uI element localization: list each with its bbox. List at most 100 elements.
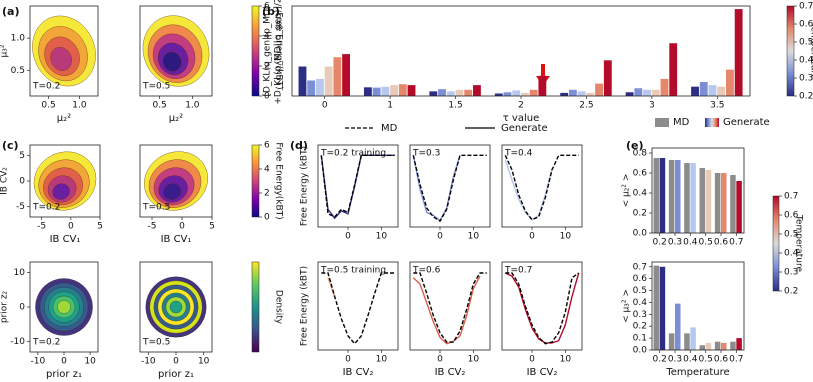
- bar: [699, 82, 708, 96]
- x-tick-label: 0: [61, 357, 67, 367]
- x-tick-label: 0.4: [683, 355, 698, 365]
- energy-contour: [50, 47, 72, 71]
- x-tick-label: 10: [468, 232, 480, 242]
- x-tick-label: 0.2: [653, 238, 667, 248]
- bar: [730, 341, 736, 350]
- bar: [675, 160, 681, 233]
- annotation: T=0.4: [504, 149, 533, 159]
- bar: [407, 85, 416, 96]
- x-tick-label: 0: [345, 355, 351, 365]
- axes-frame: [409, 144, 491, 228]
- axes-frame: [409, 261, 491, 351]
- x-tick-label: 0: [529, 355, 535, 365]
- annotation: T=0.5: [142, 82, 170, 92]
- annotation: T=0.2 training: [320, 149, 386, 159]
- x-tick-label: 0.3: [668, 238, 682, 248]
- bar: [643, 89, 651, 96]
- y-axis-label: μ₃²: [0, 44, 10, 57]
- x-tick-label: 0.7: [729, 238, 743, 248]
- bar: [315, 78, 324, 96]
- energy-contour: [162, 51, 182, 72]
- bar: [398, 84, 407, 96]
- bar: [714, 173, 721, 233]
- y-tick-label: 0.5: [11, 66, 25, 76]
- bar: [721, 342, 727, 350]
- bar: [721, 173, 727, 233]
- legend-label: Generate: [723, 117, 770, 128]
- bar: [734, 9, 743, 97]
- bar: [653, 265, 660, 350]
- x-tick-label: 0.4: [683, 238, 698, 248]
- fe-line: [321, 272, 395, 345]
- bar: [730, 175, 736, 233]
- bar: [586, 92, 595, 96]
- bar: [668, 333, 675, 350]
- y-axis-label: [D_KL(q_gen||p_MD): [263, 5, 273, 96]
- panel-label: (e): [626, 139, 644, 152]
- colorbar-tick-label: 2: [264, 62, 270, 72]
- x-tick-label: 0: [179, 222, 185, 232]
- colorbar: [251, 261, 260, 353]
- y-tick-label: 0.6: [633, 169, 648, 179]
- bar: [372, 87, 381, 96]
- fe-line: [320, 154, 395, 218]
- bar: [675, 303, 681, 350]
- y-tick-label: 0: [19, 177, 25, 187]
- fe-line: [320, 154, 395, 220]
- colorbar-tick-label: 4: [264, 32, 270, 42]
- energy-contour: [163, 183, 181, 200]
- axes-frame: [501, 261, 583, 351]
- x-tick-label: 0.5: [41, 101, 55, 111]
- panel-label: (d): [290, 139, 308, 152]
- x-tick-label: 2: [518, 101, 524, 111]
- bar: [651, 89, 660, 96]
- annotation: T=0.5: [142, 338, 170, 348]
- bar: [736, 181, 742, 233]
- x-tick-label: 10: [376, 355, 388, 365]
- colorbar-label: Free Energy(kBT): [274, 12, 284, 89]
- y-axis-label: Free Energy (kBT): [300, 146, 310, 226]
- bar: [690, 163, 696, 233]
- y-axis-label: < μ₂² >: [622, 174, 632, 208]
- x-axis-label: IB CV₂: [343, 367, 374, 378]
- x-tick-label: 10: [560, 232, 572, 242]
- y-axis-label: +D_KL(p_MD||q_gen)]/2: [274, 0, 284, 105]
- x-tick-label: 0.7: [729, 355, 743, 365]
- axes-frame: [139, 144, 213, 218]
- panel-label: (a): [2, 5, 19, 18]
- bar: [473, 85, 481, 96]
- y-tick-label: 0.0: [633, 229, 648, 239]
- legend-label: MD: [673, 117, 690, 128]
- bar: [691, 86, 699, 96]
- bar: [429, 91, 438, 96]
- y-tick-label: 0.2: [633, 209, 647, 219]
- x-tick-label: 0.5: [152, 101, 166, 111]
- y-tick-label: 0.4: [633, 298, 648, 308]
- x-tick-label: 1: [387, 101, 393, 111]
- x-tick-label: -10: [141, 357, 156, 367]
- legend-label: MD: [381, 123, 398, 134]
- x-tick-label: 5: [97, 222, 103, 232]
- annotation: T=0.7: [504, 266, 532, 276]
- panel-label: (b): [262, 5, 280, 18]
- x-tick-label: 0.6: [714, 238, 729, 248]
- bar: [668, 160, 675, 233]
- density-ring: [169, 300, 183, 314]
- y-axis-label: < μ₃² >: [622, 289, 632, 323]
- bar: [660, 78, 669, 96]
- x-tick-label: -5: [37, 222, 46, 232]
- x-tick-label: 0: [437, 232, 443, 242]
- legend-label: Generate: [501, 123, 548, 134]
- legend-swatch: [705, 118, 719, 127]
- colorbar-tick-label: 0.3: [799, 74, 813, 84]
- bar: [538, 75, 547, 96]
- bar: [521, 92, 529, 96]
- fe-line: [504, 159, 553, 221]
- bar: [455, 89, 464, 96]
- annotation: T=0.2: [32, 82, 60, 92]
- x-axis-label: IB CV₂: [527, 367, 558, 378]
- annotation: T=0.3: [412, 149, 440, 159]
- colorbar-tick-label: 0.6: [784, 211, 799, 221]
- y-tick-label: 0.1: [633, 334, 647, 344]
